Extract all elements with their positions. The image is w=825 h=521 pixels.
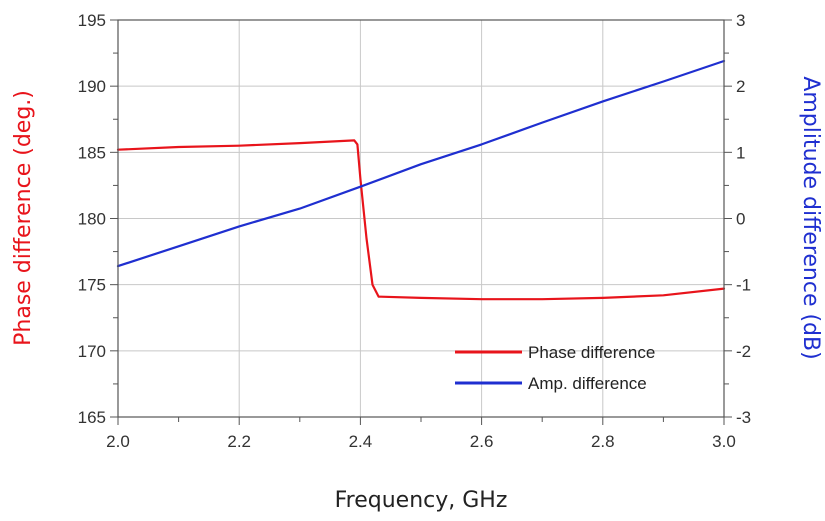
y-left-tick-label: 195 bbox=[78, 11, 106, 30]
x-tick-label: 2.8 bbox=[591, 432, 615, 451]
y-left-tick-label: 190 bbox=[78, 77, 106, 96]
x-tick-label: 2.4 bbox=[349, 432, 373, 451]
y-right-tick-label: 3 bbox=[736, 11, 745, 30]
x-tick-label: 2.6 bbox=[470, 432, 494, 451]
series-line-amp-difference bbox=[116, 59, 726, 268]
legend: Phase difference Amp. difference bbox=[455, 343, 655, 393]
legend-label-phase-difference: Phase difference bbox=[528, 343, 655, 362]
x-axis-title: Frequency, GHz bbox=[335, 488, 508, 513]
y-left-tick-label: 170 bbox=[78, 342, 106, 361]
y-right-tick-label: -2 bbox=[736, 342, 751, 361]
y-right-tick-label: 2 bbox=[736, 77, 745, 96]
y-right-tick-label: -3 bbox=[736, 408, 751, 427]
y-right-tick-label: -1 bbox=[736, 276, 751, 295]
ticks bbox=[110, 19, 732, 425]
tick-labels: 2.0 2.2 2.4 2.6 2.8 3.0 165 170 175 180 185 190 195 -… bbox=[78, 11, 752, 451]
grid bbox=[118, 20, 724, 417]
y-left-tick-label: 165 bbox=[78, 408, 106, 427]
left-y-axis-title: Phase difference (deg.) bbox=[11, 90, 36, 346]
right-y-axis-title: Amplitude difference (dB) bbox=[798, 76, 823, 359]
y-left-tick-label: 175 bbox=[78, 276, 106, 295]
legend-label-amp-difference: Amp. difference bbox=[528, 374, 647, 393]
y-right-tick-label: 1 bbox=[736, 143, 745, 162]
x-tick-label: 2.0 bbox=[106, 432, 130, 451]
x-tick-label: 2.2 bbox=[227, 432, 251, 451]
x-tick-label: 3.0 bbox=[712, 432, 736, 451]
series-line-phase-difference bbox=[116, 139, 726, 301]
series-layer bbox=[116, 59, 726, 301]
y-left-tick-label: 180 bbox=[78, 210, 106, 229]
y-right-tick-label: 0 bbox=[736, 210, 745, 229]
y-left-tick-label: 185 bbox=[78, 143, 106, 162]
